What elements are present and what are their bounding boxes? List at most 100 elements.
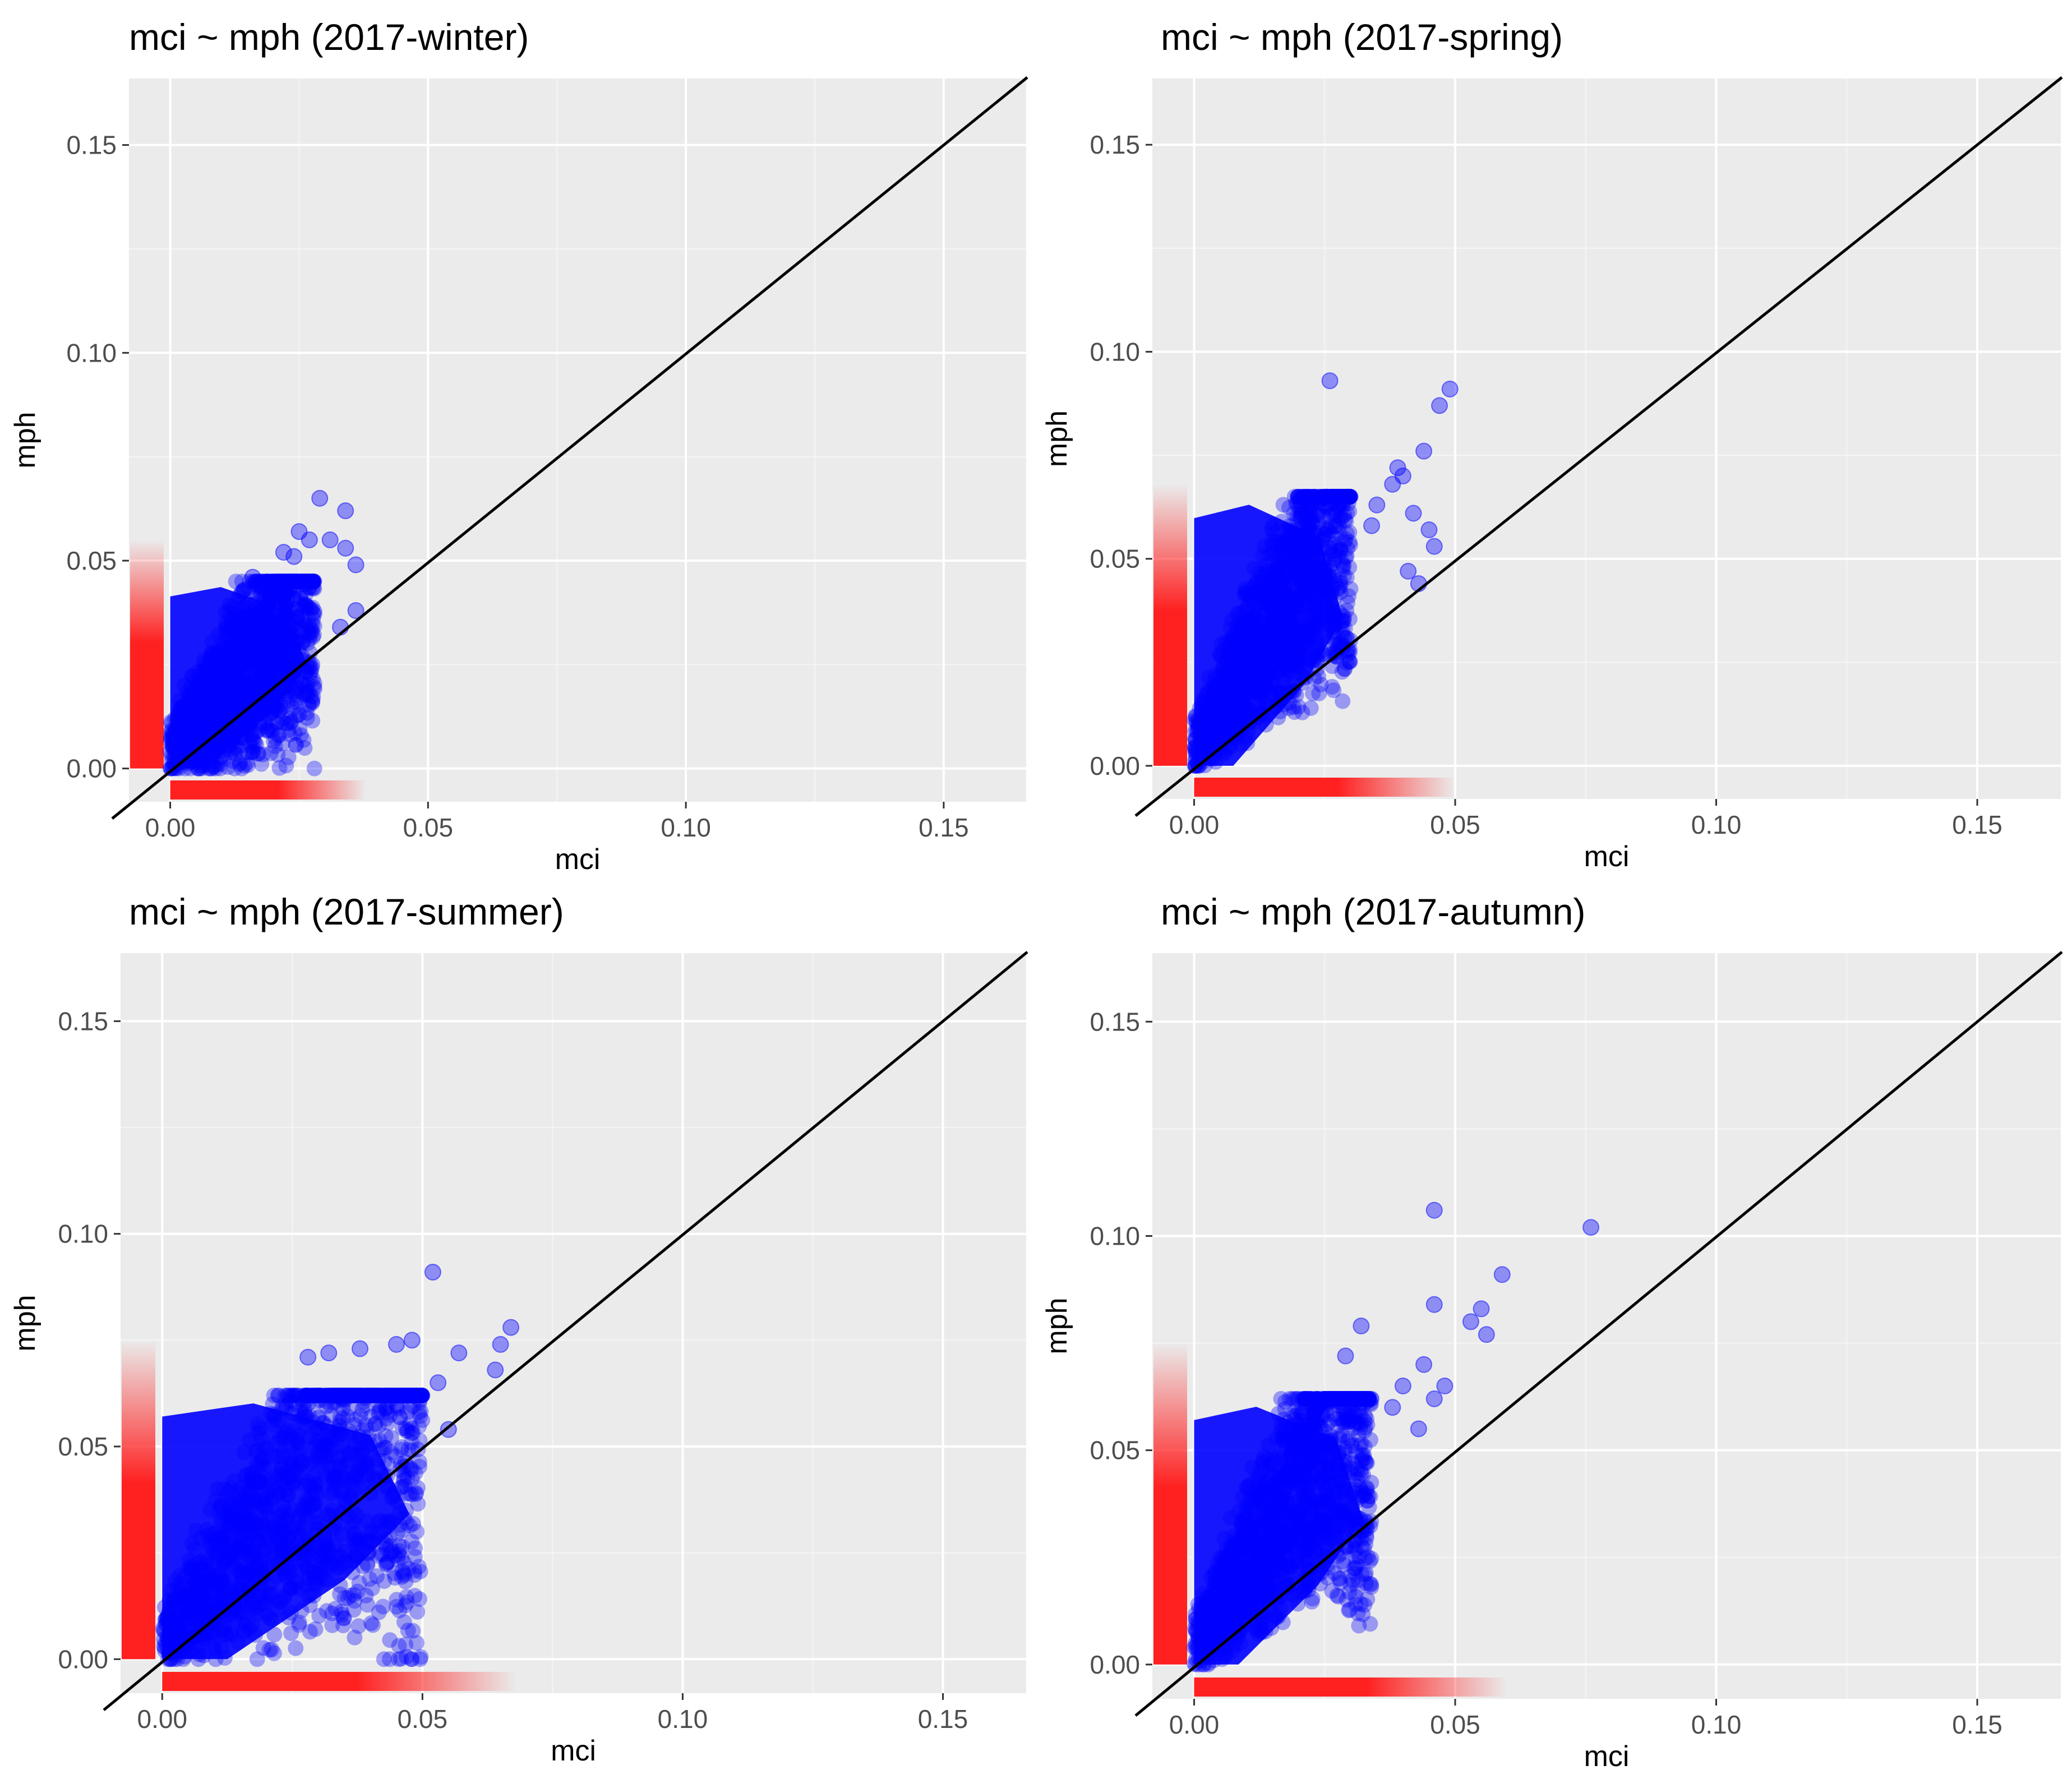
scatter-point bbox=[305, 574, 321, 590]
scatter-point bbox=[1331, 489, 1347, 506]
scatter-point bbox=[401, 1387, 417, 1403]
scatter-point bbox=[311, 1387, 327, 1403]
scatter-point bbox=[394, 1522, 410, 1538]
scatter-point bbox=[1346, 1560, 1362, 1576]
scatter-point bbox=[1359, 1492, 1376, 1509]
scatter-point bbox=[390, 1551, 406, 1568]
scatter-point bbox=[1348, 1560, 1364, 1577]
scatter-point bbox=[1332, 488, 1348, 505]
scatter-point bbox=[288, 736, 304, 752]
scatter-point bbox=[1339, 488, 1355, 505]
scatter-point bbox=[269, 715, 285, 732]
scatter-point bbox=[353, 1387, 370, 1403]
scatter-point bbox=[1294, 704, 1310, 720]
scatter-point bbox=[1340, 1415, 1356, 1431]
scatter-point bbox=[404, 1471, 420, 1487]
scatter-point bbox=[283, 1625, 299, 1642]
scatter-point bbox=[1335, 693, 1351, 709]
scatter-point bbox=[1325, 546, 1341, 562]
scatter-point bbox=[259, 574, 275, 590]
scatter-point bbox=[1310, 506, 1326, 523]
scatter-point bbox=[414, 1387, 430, 1403]
scatter-point bbox=[1298, 488, 1314, 505]
scatter-point bbox=[345, 1387, 361, 1403]
scatter-point bbox=[1286, 506, 1302, 522]
scatter-point bbox=[1337, 621, 1353, 637]
scatter-point bbox=[370, 1387, 386, 1403]
scatter-point bbox=[377, 1400, 394, 1416]
scatter-point bbox=[264, 722, 280, 738]
scatter-point bbox=[328, 1387, 344, 1403]
scatter-point bbox=[302, 574, 319, 590]
scatter-point bbox=[1348, 1390, 1364, 1407]
scatter-point bbox=[276, 577, 293, 594]
scatter-point bbox=[278, 585, 294, 601]
scatter-point bbox=[377, 1387, 394, 1403]
scatter-point bbox=[1309, 1390, 1326, 1407]
scatter-point bbox=[279, 595, 295, 612]
scatter-point bbox=[342, 1400, 358, 1416]
scatter-point bbox=[401, 1387, 417, 1403]
scatter-point bbox=[1323, 488, 1340, 505]
scatter-point bbox=[299, 574, 315, 590]
scatter-point bbox=[357, 1387, 373, 1403]
scatter-point bbox=[326, 1387, 342, 1403]
scatter-point bbox=[1325, 1390, 1341, 1407]
scatter-point bbox=[405, 1515, 421, 1532]
scatter-point bbox=[307, 1387, 323, 1403]
scatter-point bbox=[1341, 611, 1358, 627]
scatter-point bbox=[1336, 637, 1352, 654]
scatter-point bbox=[348, 1411, 364, 1427]
scatter-point bbox=[270, 747, 286, 763]
scatter-point bbox=[398, 1389, 414, 1405]
scatter-point bbox=[352, 1387, 368, 1403]
scatter-point bbox=[1286, 488, 1303, 505]
scatter-point bbox=[304, 671, 321, 687]
scatter-point bbox=[282, 727, 298, 743]
scatter-point bbox=[282, 574, 298, 590]
scatter-point bbox=[299, 621, 316, 637]
scatter-point bbox=[377, 1387, 393, 1403]
scatter-point bbox=[1277, 1394, 1293, 1410]
scatter-point bbox=[305, 574, 321, 590]
scatter-point bbox=[265, 723, 281, 740]
scatter-point bbox=[1342, 581, 1359, 597]
scatter-point bbox=[296, 686, 312, 703]
scatter-point bbox=[261, 574, 278, 590]
scatter-point bbox=[414, 1387, 431, 1403]
scatter-point bbox=[1296, 515, 1313, 532]
scatter-point bbox=[340, 1387, 356, 1403]
scatter-point bbox=[409, 1523, 425, 1540]
scatter-point bbox=[342, 1387, 358, 1403]
scatter-point bbox=[1312, 1390, 1328, 1407]
scatter-point bbox=[282, 574, 298, 590]
scatter-point bbox=[1355, 1390, 1371, 1407]
scatter-point bbox=[358, 1417, 374, 1433]
scatter-point bbox=[385, 1387, 402, 1403]
scatter-point bbox=[1288, 496, 1304, 512]
scatter-point bbox=[1290, 1390, 1307, 1407]
scatter-point bbox=[250, 577, 266, 594]
scatter-point bbox=[274, 714, 290, 731]
scatter-point bbox=[295, 633, 311, 649]
x-tick-label: 0.05 bbox=[1430, 810, 1480, 839]
scatter-point bbox=[1319, 1390, 1336, 1407]
scatter-point bbox=[412, 1651, 428, 1667]
scatter-point bbox=[1309, 1390, 1325, 1407]
scatter-point bbox=[1310, 515, 1326, 532]
scatter-point bbox=[1348, 1416, 1364, 1432]
scatter-point bbox=[370, 1387, 386, 1403]
scatter-point bbox=[1327, 1390, 1343, 1407]
panel-winter: mci ~ mph (2017-winter) 0.00 0.05 0.10 0.15… bbox=[0, 0, 1032, 876]
scatter-point bbox=[286, 694, 302, 710]
scatter-point bbox=[281, 574, 297, 590]
scatter-point bbox=[1337, 549, 1354, 566]
scatter-point bbox=[327, 1394, 344, 1410]
scatter-point bbox=[408, 1387, 424, 1403]
scatter-point bbox=[1337, 488, 1354, 505]
scatter-point bbox=[284, 574, 301, 590]
scatter-point bbox=[1300, 488, 1316, 505]
scatter-point bbox=[1341, 488, 1358, 505]
scatter-point bbox=[1308, 488, 1324, 505]
scatter-point bbox=[408, 1387, 424, 1403]
